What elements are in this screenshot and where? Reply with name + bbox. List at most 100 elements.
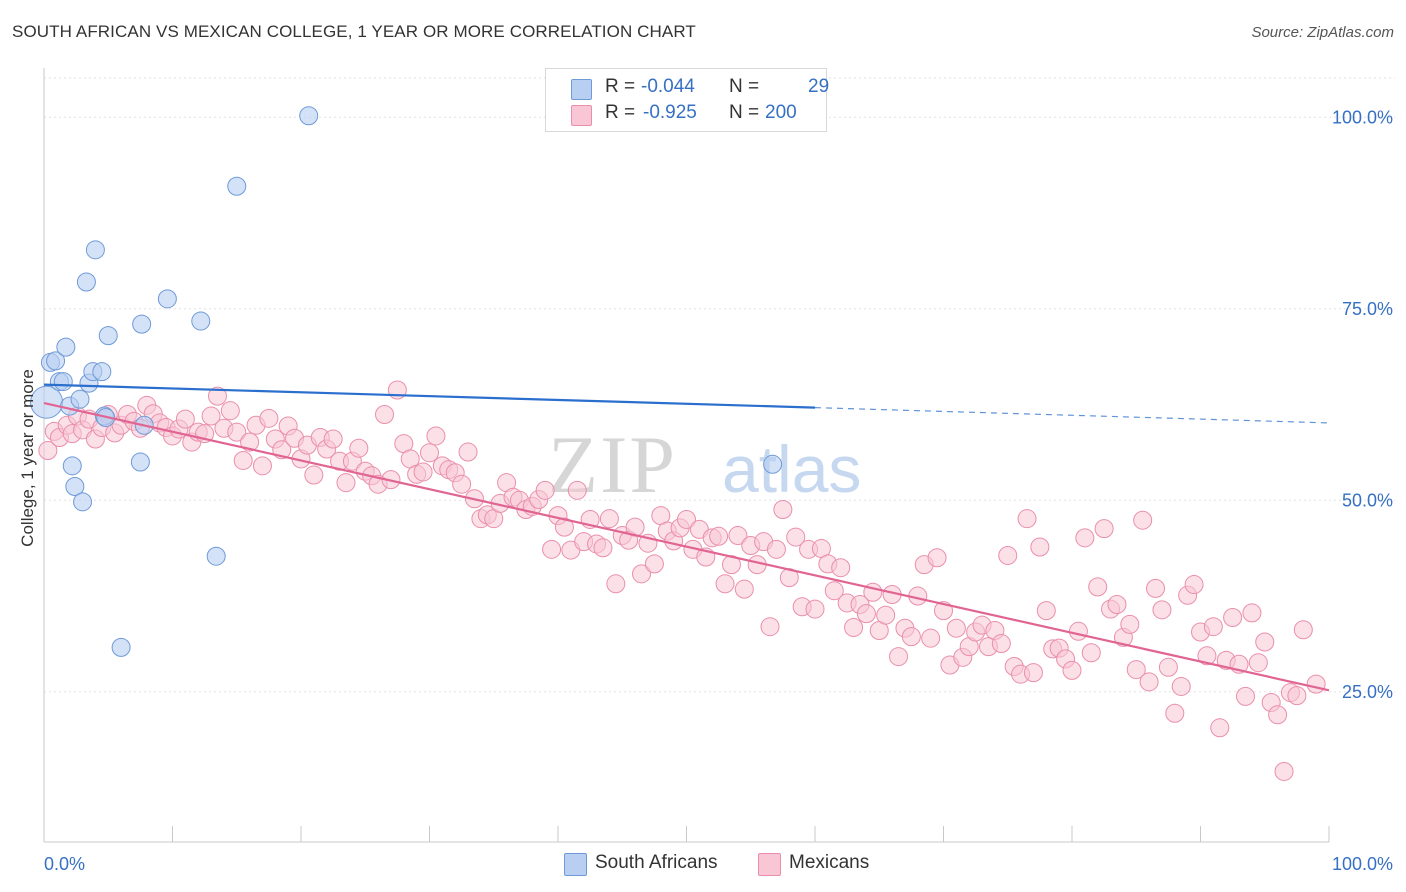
mexicans-point (1126, 660, 1146, 680)
south-africans-point (191, 311, 211, 331)
x-tick-label: 0.0% (44, 854, 85, 874)
mexicans-point (805, 599, 825, 619)
mexicans-point (1287, 686, 1307, 706)
mexicans-point (644, 554, 664, 574)
mexicans-point (1120, 614, 1140, 634)
mexicans-point (1088, 577, 1108, 597)
mexicans-point (1023, 663, 1043, 683)
mexicans-point (844, 617, 864, 637)
mexicans-point (426, 426, 446, 446)
mexicans-point (1017, 509, 1037, 529)
mexicans-point (220, 401, 240, 421)
legend-r-value: -0.925 (643, 102, 697, 123)
mexicans-point (1248, 653, 1268, 673)
south-africans-point (46, 351, 66, 371)
mexicans-point (946, 618, 966, 638)
mexicans-point (240, 432, 260, 452)
legend-r-label: R = (605, 102, 636, 123)
mexicans-point (715, 574, 735, 594)
y-tick-label: 50.0% (1342, 490, 1393, 510)
mexicans-point (831, 558, 851, 578)
mexicans-point (1184, 575, 1204, 595)
south-africans-point (53, 372, 73, 392)
mexicans-point (207, 386, 227, 406)
mexicans-point (1133, 510, 1153, 530)
mexicans-point (991, 634, 1011, 654)
mexicans-point (1146, 578, 1166, 598)
south-africans-trend-line (43, 383, 816, 409)
mexicans-point (323, 429, 343, 449)
mexicans-point (567, 480, 587, 500)
mexicans-point (1306, 674, 1326, 694)
y-tick-label: 75.0% (1342, 299, 1393, 319)
y-tick-label: 100.0% (1332, 107, 1393, 127)
mexicans-point (1068, 621, 1088, 641)
south-africans-point (62, 456, 82, 476)
mexicans-point (677, 509, 696, 529)
south-africans-point (98, 326, 118, 346)
mexicans-point (889, 647, 909, 667)
mexicans-point (1293, 620, 1313, 640)
legend-n-label: N = (729, 76, 760, 97)
south-africans-point (85, 240, 105, 260)
mexicans-point (38, 441, 58, 461)
south-africans-point (73, 492, 93, 512)
south-africans-point (56, 337, 76, 357)
mexicans-point (766, 539, 786, 559)
legend-n-value: 29 (808, 76, 830, 97)
mexicans-point (1210, 718, 1230, 738)
mexicans-point (420, 443, 439, 463)
bottom-legend-label: South Africans (595, 852, 718, 873)
bottom-swatch-mexicans (758, 853, 781, 876)
mexicans-point (599, 509, 619, 529)
south-africans-point (227, 176, 247, 196)
mexicans-point (1255, 632, 1275, 652)
south-africans-point (111, 637, 131, 657)
mexicans-point (734, 579, 754, 599)
watermark: ZIP atlas (548, 419, 861, 510)
mexicans-point (1242, 603, 1262, 623)
mexicans-trend-line (43, 401, 1330, 692)
south-africans-point (76, 272, 96, 292)
tick-labels: 25.0% 50.0% 75.0% 100.0% 0.0% 100.0% (44, 107, 1393, 874)
mexicans-point (593, 538, 613, 558)
mexicans-point (375, 405, 395, 425)
mexicans-point (227, 422, 247, 442)
mexicans-point (1139, 672, 1159, 692)
mexicans-point (201, 406, 221, 426)
watermark-atlas: atlas (722, 432, 861, 506)
x-tick-label: 100.0% (1332, 854, 1393, 874)
mexicans-point (304, 465, 324, 485)
mexicans-point (824, 581, 844, 601)
mexicans-point (1062, 660, 1082, 680)
mexicans-point (786, 527, 806, 547)
trend-lines (43, 383, 1330, 692)
mexicans-point (349, 438, 369, 458)
mexicans-point (856, 604, 876, 624)
mexicans-point (1036, 601, 1056, 621)
mexicans-point (606, 574, 626, 594)
mexicans-point (1075, 528, 1095, 548)
source-credit: Source: ZipAtlas.com (1251, 24, 1394, 41)
legend-swatch-mexicans (571, 105, 592, 126)
legend-n-value: 200 (765, 102, 797, 123)
mexicans-point (773, 499, 793, 519)
mexicans-point (336, 473, 356, 493)
y-axis-label: College, 1 year or more (18, 369, 37, 547)
south-africans-point (763, 454, 783, 474)
mexicans-point (876, 605, 896, 625)
south-africans-point (299, 106, 319, 126)
mexicans-point (728, 526, 748, 546)
mexicans-point (1107, 594, 1127, 614)
mexicans-point (998, 545, 1018, 565)
south-africans-point (92, 362, 112, 382)
mexicans-point (921, 628, 941, 648)
stats-legend: R = -0.044 N = 29 R = -0.925 N = 200 (545, 68, 830, 132)
mexicans-point (927, 548, 947, 568)
mexicans-point (1030, 537, 1050, 557)
mexicans-point (542, 539, 562, 559)
mexicans-point (1274, 761, 1294, 781)
mexicans-point (1268, 705, 1288, 725)
mexicans-point (760, 617, 780, 637)
legend-n-label: N = (729, 102, 760, 123)
